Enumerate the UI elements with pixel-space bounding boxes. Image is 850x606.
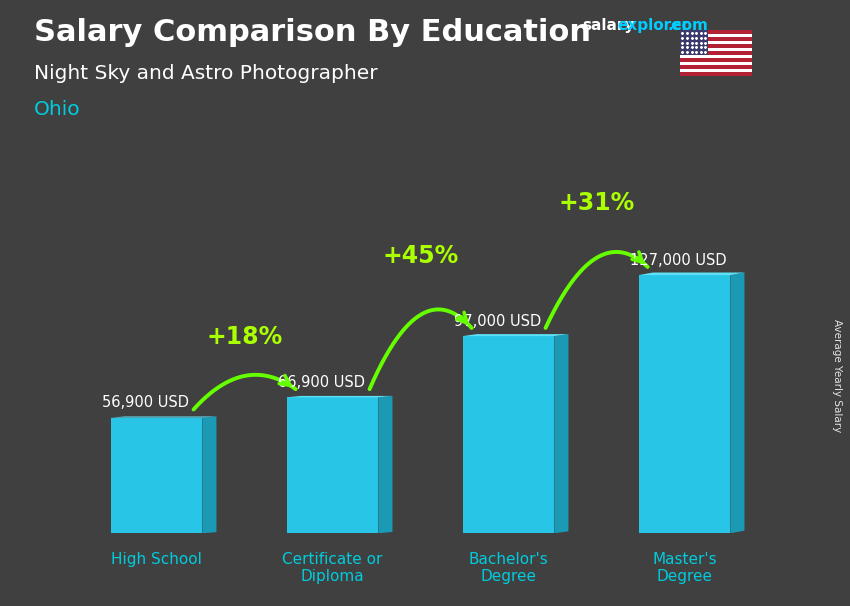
Text: 66,900 USD: 66,900 USD [278,375,365,390]
Bar [680,68,752,72]
Text: 97,000 USD: 97,000 USD [454,314,541,329]
Text: explorer: explorer [617,18,689,33]
Text: 56,900 USD: 56,900 USD [102,396,189,410]
Bar [680,48,752,52]
Text: Salary Comparison By Education: Salary Comparison By Education [34,18,591,47]
Bar [680,34,752,38]
Bar [680,41,752,44]
Bar [680,30,708,55]
Text: salary: salary [582,18,635,33]
Polygon shape [286,396,393,398]
Bar [286,398,378,533]
Polygon shape [730,273,745,533]
Text: +45%: +45% [382,244,459,268]
Bar [680,62,752,65]
Bar [463,336,554,533]
Bar [680,55,752,58]
Text: Average Yearly Salary: Average Yearly Salary [832,319,842,432]
Text: .com: .com [667,18,708,33]
Polygon shape [463,334,569,336]
Bar [110,418,202,533]
Polygon shape [639,273,745,275]
Bar [639,275,730,533]
Text: +31%: +31% [558,191,635,215]
Polygon shape [202,416,217,533]
Text: Ohio: Ohio [34,100,81,119]
Text: +18%: +18% [207,325,283,350]
Text: Night Sky and Astro Photographer: Night Sky and Astro Photographer [34,64,377,82]
Polygon shape [110,416,217,418]
Polygon shape [378,396,393,533]
Polygon shape [554,334,569,533]
Text: 127,000 USD: 127,000 USD [630,253,727,268]
